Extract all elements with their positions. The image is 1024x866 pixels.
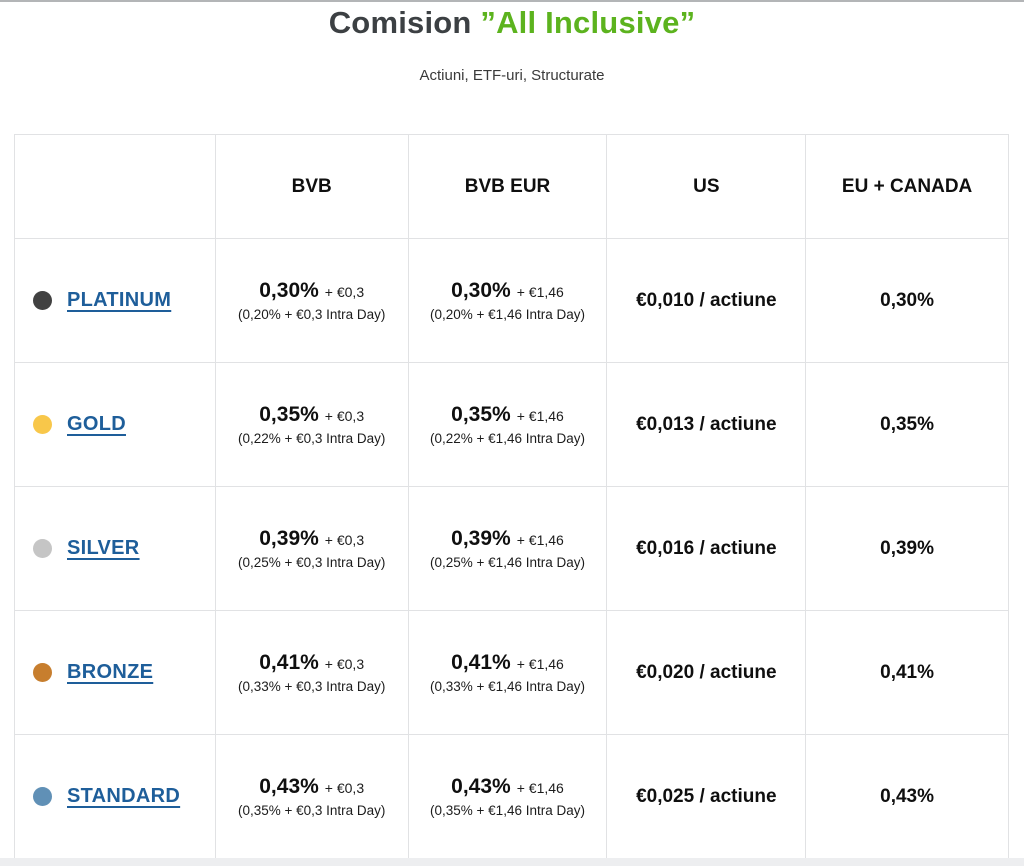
rate-value: 0,41% bbox=[451, 651, 511, 674]
bronze-dot-icon bbox=[33, 663, 52, 682]
header-cell-empty bbox=[15, 135, 216, 239]
rate-value: 0,39% bbox=[259, 527, 319, 550]
silver-dot-icon bbox=[33, 539, 52, 558]
rate-value: 0,30% bbox=[451, 279, 511, 302]
bottom-background-strip bbox=[0, 858, 1024, 866]
rate-fee: + €1,46 bbox=[516, 532, 564, 548]
platinum-us-cell: €0,010 / actiune bbox=[607, 239, 807, 363]
page-title-accent: ”All Inclusive” bbox=[480, 5, 696, 40]
header-cell-eu-canada: EU + CANADA bbox=[806, 135, 1009, 239]
tier-cell-platinum: PLATINUM bbox=[15, 239, 216, 363]
rate-value: 0,39% bbox=[451, 527, 511, 550]
eu-canada-rate: 0,39% bbox=[880, 537, 935, 559]
platinum-bvb-eur-cell: 0,30% + €1,46 (0,20% + €1,46 Intra Day) bbox=[408, 239, 608, 363]
tier-cell-silver: SILVER bbox=[15, 487, 216, 611]
intra-day-note: (0,25% + €0,3 Intra Day) bbox=[237, 555, 386, 570]
us-rate: €0,016 / actiune bbox=[636, 537, 777, 559]
tier-cell-standard: STANDARD bbox=[15, 735, 216, 859]
rate-line: 0,41% + €1,46 bbox=[451, 651, 564, 675]
rate-fee: + €0,3 bbox=[324, 284, 365, 300]
tier-cell-bronze: BRONZE bbox=[15, 611, 216, 735]
eu-canada-rate: 0,35% bbox=[880, 413, 935, 435]
page-subtitle: Actiuni, ETF-uri, Structurate bbox=[419, 67, 605, 84]
rate-fee: + €0,3 bbox=[324, 408, 365, 424]
silver-bvb-eur-cell: 0,39% + €1,46 (0,25% + €1,46 Intra Day) bbox=[408, 487, 608, 611]
rate-line: 0,35% + €0,3 bbox=[259, 403, 364, 427]
rate-fee: + €0,3 bbox=[324, 656, 365, 672]
rate-line: 0,41% + €0,3 bbox=[259, 651, 364, 675]
rate-line: 0,43% + €1,46 bbox=[451, 775, 564, 799]
commission-table: BVB BVB EUR US EU + CANADA PLATINUM 0,30… bbox=[14, 134, 1009, 859]
platinum-bvb-cell: 0,30% + €0,3 (0,20% + €0,3 Intra Day) bbox=[215, 239, 409, 363]
page-title-main: Comision bbox=[328, 5, 472, 40]
intra-day-note: (0,33% + €0,3 Intra Day) bbox=[237, 679, 386, 694]
platinum-dot-icon bbox=[33, 291, 52, 310]
rate-fee: + €1,46 bbox=[516, 408, 564, 424]
standard-eu-canada-cell: 0,43% bbox=[806, 735, 1009, 859]
rate-value: 0,43% bbox=[451, 775, 511, 798]
rate-line: 0,30% + €1,46 bbox=[451, 279, 564, 303]
eu-canada-rate: 0,41% bbox=[880, 661, 935, 683]
gold-eu-canada-cell: 0,35% bbox=[806, 363, 1009, 487]
tier-link-standard[interactable]: STANDARD bbox=[67, 785, 181, 807]
rate-line: 0,30% + €0,3 bbox=[259, 279, 364, 303]
eu-canada-rate: 0,43% bbox=[880, 785, 935, 807]
intra-day-note: (0,35% + €0,3 Intra Day) bbox=[237, 803, 386, 818]
intra-day-note: (0,22% + €1,46 Intra Day) bbox=[430, 431, 585, 446]
intra-day-note: (0,25% + €1,46 Intra Day) bbox=[430, 555, 585, 570]
rate-value: 0,43% bbox=[259, 775, 319, 798]
standard-bvb-eur-cell: 0,43% + €1,46 (0,35% + €1,46 Intra Day) bbox=[408, 735, 608, 859]
rate-line: 0,39% + €0,3 bbox=[259, 527, 364, 551]
header-cell-bvb: BVB bbox=[215, 135, 409, 239]
tier-link-platinum[interactable]: PLATINUM bbox=[67, 289, 172, 311]
rate-line: 0,39% + €1,46 bbox=[451, 527, 564, 551]
intra-day-note: (0,35% + €1,46 Intra Day) bbox=[430, 803, 585, 818]
bronze-us-cell: €0,020 / actiune bbox=[607, 611, 807, 735]
tier-link-bronze[interactable]: BRONZE bbox=[67, 661, 154, 683]
silver-bvb-cell: 0,39% + €0,3 (0,25% + €0,3 Intra Day) bbox=[215, 487, 409, 611]
us-rate: €0,010 / actiune bbox=[636, 289, 777, 311]
silver-eu-canada-cell: 0,39% bbox=[806, 487, 1009, 611]
page-title: Comision ”All Inclusive” bbox=[0, 5, 1024, 41]
tier-link-silver[interactable]: SILVER bbox=[67, 537, 140, 559]
header-cell-bvb-eur: BVB EUR bbox=[408, 135, 608, 239]
rate-value: 0,30% bbox=[259, 279, 319, 302]
rate-value: 0,41% bbox=[259, 651, 319, 674]
us-rate: €0,020 / actiune bbox=[636, 661, 777, 683]
intra-day-note: (0,33% + €1,46 Intra Day) bbox=[430, 679, 585, 694]
us-rate: €0,013 / actiune bbox=[636, 413, 777, 435]
header-cell-us: US bbox=[607, 135, 807, 239]
gold-bvb-eur-cell: 0,35% + €1,46 (0,22% + €1,46 Intra Day) bbox=[408, 363, 608, 487]
gold-us-cell: €0,013 / actiune bbox=[607, 363, 807, 487]
rate-fee: + €0,3 bbox=[324, 780, 365, 796]
bronze-bvb-eur-cell: 0,41% + €1,46 (0,33% + €1,46 Intra Day) bbox=[408, 611, 608, 735]
bronze-eu-canada-cell: 0,41% bbox=[806, 611, 1009, 735]
intra-day-note: (0,22% + €0,3 Intra Day) bbox=[237, 431, 386, 446]
standard-dot-icon bbox=[33, 787, 52, 806]
rate-line: 0,35% + €1,46 bbox=[451, 403, 564, 427]
standard-us-cell: €0,025 / actiune bbox=[607, 735, 807, 859]
gold-bvb-cell: 0,35% + €0,3 (0,22% + €0,3 Intra Day) bbox=[215, 363, 409, 487]
eu-canada-rate: 0,30% bbox=[880, 289, 935, 311]
us-rate: €0,025 / actiune bbox=[636, 785, 777, 807]
platinum-eu-canada-cell: 0,30% bbox=[806, 239, 1009, 363]
rate-value: 0,35% bbox=[259, 403, 319, 426]
standard-bvb-cell: 0,43% + €0,3 (0,35% + €0,3 Intra Day) bbox=[215, 735, 409, 859]
intra-day-note: (0,20% + €1,46 Intra Day) bbox=[430, 307, 585, 322]
top-divider bbox=[0, 0, 1024, 2]
bronze-bvb-cell: 0,41% + €0,3 (0,33% + €0,3 Intra Day) bbox=[215, 611, 409, 735]
rate-value: 0,35% bbox=[451, 403, 511, 426]
gold-dot-icon bbox=[33, 415, 52, 434]
rate-line: 0,43% + €0,3 bbox=[259, 775, 364, 799]
silver-us-cell: €0,016 / actiune bbox=[607, 487, 807, 611]
intra-day-note: (0,20% + €0,3 Intra Day) bbox=[237, 307, 386, 322]
tier-link-gold[interactable]: GOLD bbox=[67, 413, 126, 435]
tier-cell-gold: GOLD bbox=[15, 363, 216, 487]
rate-fee: + €0,3 bbox=[324, 532, 365, 548]
rate-fee: + €1,46 bbox=[516, 284, 564, 300]
rate-fee: + €1,46 bbox=[516, 656, 564, 672]
rate-fee: + €1,46 bbox=[516, 780, 564, 796]
